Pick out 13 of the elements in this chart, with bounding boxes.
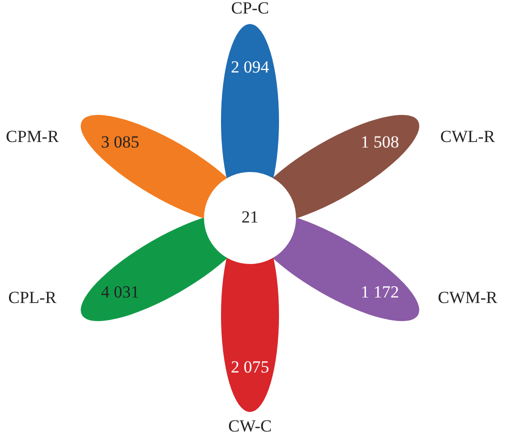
category-label: CW-C bbox=[228, 416, 272, 436]
data-label: 2 075 bbox=[230, 357, 270, 376]
data-label: 1 508 bbox=[360, 132, 400, 152]
data-label: 3 085 bbox=[100, 132, 140, 152]
data-label: 2 094 bbox=[230, 57, 270, 76]
data-label: 4 031 bbox=[100, 282, 140, 302]
text: 21 bbox=[242, 207, 258, 226]
data-label: 1 172 bbox=[360, 282, 400, 302]
category-label: CWM-R bbox=[438, 288, 498, 307]
category-label: CP-C bbox=[231, 0, 269, 18]
category-label: CPL-R bbox=[8, 288, 58, 307]
category-label: CWL-R bbox=[440, 127, 496, 146]
category-label: CPM-R bbox=[6, 127, 60, 146]
